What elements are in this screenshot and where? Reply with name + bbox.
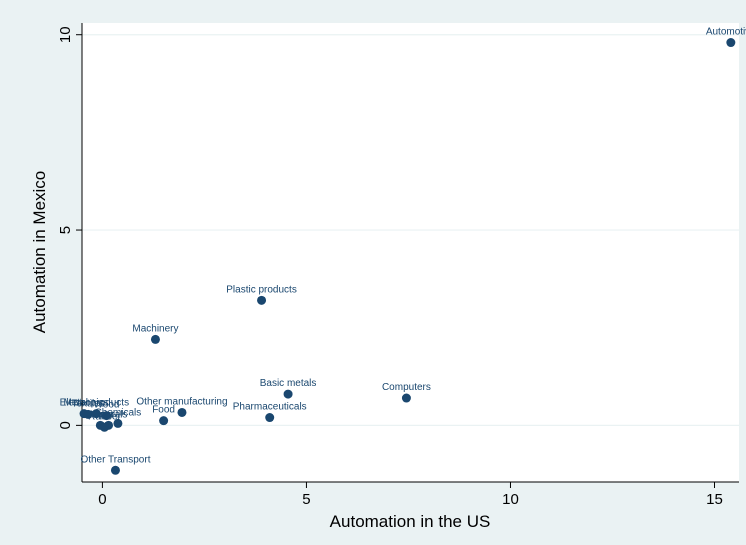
point-label: Food	[152, 405, 175, 416]
data-point	[91, 409, 101, 419]
point-label: Electronics	[60, 398, 109, 409]
data-point	[265, 413, 275, 423]
data-point	[177, 407, 187, 417]
point-label: Automotive	[706, 27, 746, 38]
data-point	[110, 465, 120, 475]
point-label: Plastic products	[226, 284, 297, 295]
data-point	[150, 334, 160, 344]
point-label: Chemicals	[95, 407, 142, 418]
point-label: Wood	[94, 400, 120, 411]
data-point	[113, 418, 123, 428]
x-tick-label: 10	[502, 491, 519, 508]
point-label: Other Transport	[80, 454, 150, 465]
point-label: Computers	[382, 382, 431, 393]
data-point	[159, 416, 169, 426]
data-point	[726, 38, 736, 48]
y-tick-label: 0	[57, 421, 74, 429]
data-point	[283, 389, 293, 399]
axis-ticks: 0 5 10 0 5 10 15	[57, 26, 723, 508]
point-label: Textiles	[71, 398, 104, 409]
data-point	[99, 422, 109, 432]
point-label: Machinery	[132, 323, 178, 334]
data-point	[101, 411, 111, 421]
data-point	[83, 409, 93, 419]
point-label: Metal products	[63, 398, 129, 409]
point-label: Pharmaceuticals	[233, 402, 307, 413]
y-tick-label: 5	[57, 226, 74, 234]
y-tick-label: 10	[57, 26, 74, 43]
x-tick-label: 5	[302, 491, 310, 508]
data-point	[257, 295, 267, 305]
data-point	[401, 393, 411, 403]
y-axis-title: Automation in Mexico	[30, 171, 49, 334]
x-tick-label: 15	[706, 491, 723, 508]
point-label: Basic metals	[260, 378, 317, 389]
data-points	[79, 38, 736, 475]
x-axis-title: Automation in the US	[330, 512, 491, 531]
point-label: Paper	[87, 409, 114, 420]
x-tick-label: 0	[98, 491, 106, 508]
plot-area	[82, 23, 739, 482]
point-label: Other manufacturing	[136, 396, 227, 407]
grid-lines	[82, 34, 739, 426]
